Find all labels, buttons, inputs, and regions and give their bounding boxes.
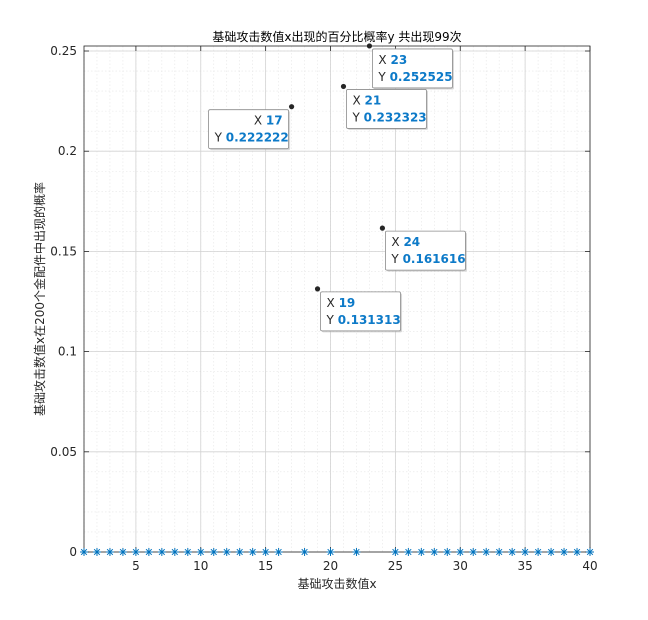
data-point: [547, 548, 556, 556]
x-tick-label: 35: [517, 559, 532, 573]
data-point: [482, 548, 491, 556]
datatip-x: X 23: [378, 53, 407, 67]
x-axis-label: 基础攻击数值x: [297, 576, 376, 591]
data-point: [443, 548, 452, 556]
datatip-box: [372, 48, 453, 89]
x-tick-label: 30: [453, 559, 468, 573]
data-point: [170, 548, 179, 556]
data-point: [430, 548, 439, 556]
data-point: [573, 548, 582, 556]
x-tick-label: 25: [388, 559, 403, 573]
data-point: [534, 548, 543, 556]
datatip-x: X 24: [391, 235, 420, 249]
data-point: [209, 548, 218, 556]
datatip-marker: [379, 225, 386, 231]
x-tick-label: 15: [258, 559, 273, 573]
x-tick-label: 40: [582, 559, 597, 573]
scatter-series: [80, 43, 594, 556]
data-point: [404, 548, 413, 556]
datatip-y: Y 0.232323: [351, 110, 426, 124]
plot-box: [83, 45, 591, 553]
y-axis-label: 基础攻击数值x在200个金配件中出现的概率: [32, 182, 47, 416]
datatip: X 17 Y 0.222222: [208, 104, 295, 151]
data-point: [326, 548, 335, 556]
datatip-marker: [366, 43, 373, 49]
datatip-x: X 19: [327, 296, 356, 310]
datatip-marker: [340, 83, 347, 90]
datatip: X 24 Y 0.161616: [379, 225, 467, 272]
datatip-y: Y 0.161616: [390, 252, 465, 266]
datatip-y: Y 0.252525: [377, 70, 452, 84]
data-point: [105, 548, 114, 556]
y-tick-label: 0.05: [50, 445, 77, 459]
data-point: [391, 548, 400, 556]
datatips: X 23 Y 0.252525 X 21 Y 0.232323 X 17 Y 0.2222…: [208, 43, 467, 333]
datatip-marker: [288, 104, 295, 110]
y-tick-label: 0: [69, 545, 77, 559]
datatip-box: [208, 109, 289, 150]
y-axis: 0 0.05 0.1 0.15 0.2 0.25: [50, 44, 590, 559]
data-point: [222, 548, 231, 556]
data-point: [586, 548, 594, 556]
datatip-x: X 21: [352, 93, 381, 107]
datatip-box: [385, 230, 466, 271]
datatip-y: Y 0.131313: [326, 313, 401, 327]
x-axis: 5 10 15 20 25 30 35 40: [132, 46, 598, 573]
data-point: [157, 548, 166, 556]
datatip-box: [320, 291, 401, 332]
data-point: [144, 548, 153, 556]
datatip: X 19 Y 0.131313: [314, 286, 403, 333]
datatip: X 21 Y 0.232323: [340, 83, 428, 130]
data-point: [131, 548, 140, 556]
data-point: [495, 548, 504, 556]
data-point: [469, 548, 478, 556]
datatip-box: [346, 89, 427, 129]
data-point: [196, 548, 205, 556]
data-point: [248, 548, 257, 556]
data-point: [456, 548, 465, 556]
datatip-x: X 17: [254, 114, 283, 128]
data-point: [261, 548, 270, 556]
x-tick-label: 20: [323, 559, 338, 573]
y-tick-label: 0.25: [50, 44, 77, 58]
data-point: [560, 548, 569, 556]
data-point: [352, 548, 361, 556]
data-point: [274, 548, 283, 556]
datatip-y: Y 0.222222: [214, 131, 289, 145]
data-point: [417, 548, 426, 556]
data-point: [183, 548, 192, 556]
x-tick-label: 10: [193, 559, 208, 573]
data-point: [118, 548, 127, 556]
x-tick-label: 5: [132, 559, 140, 573]
data-point: [508, 548, 517, 556]
y-tick-label: 0.1: [58, 345, 77, 359]
y-tick-label: 0.2: [58, 144, 77, 158]
data-point: [235, 548, 244, 556]
chart-title: 基础攻击数值x出现的百分比概率y 共出现99次: [212, 29, 461, 44]
data-point: [521, 548, 530, 556]
data-point: [92, 548, 101, 556]
data-point: [80, 548, 88, 556]
data-point: [300, 548, 309, 556]
datatip: X 23 Y 0.252525: [366, 43, 454, 90]
datatip-marker: [314, 286, 321, 292]
y-tick-label: 0.15: [50, 244, 77, 258]
